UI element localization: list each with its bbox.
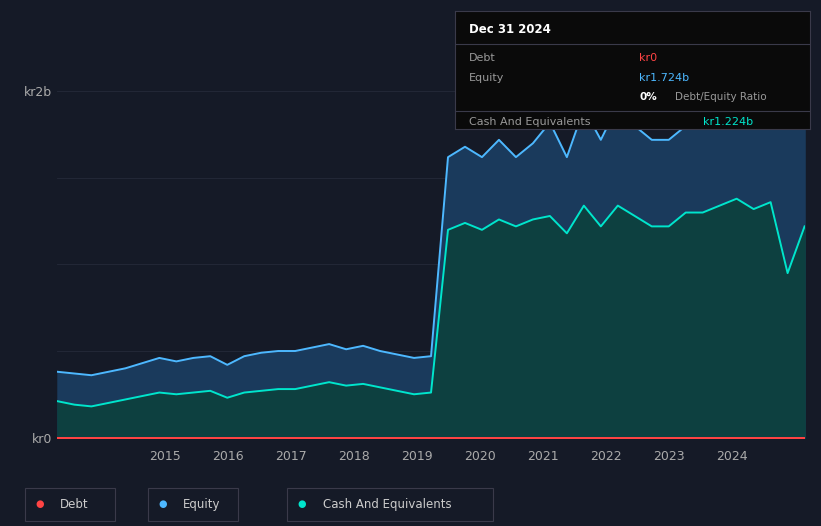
Text: Equity: Equity: [469, 73, 504, 83]
Text: Cash And Equivalents: Cash And Equivalents: [469, 117, 590, 127]
Text: Equity: Equity: [183, 498, 221, 511]
Text: Cash And Equivalents: Cash And Equivalents: [323, 498, 452, 511]
Text: Dec 31 2024: Dec 31 2024: [469, 23, 551, 36]
Text: ●: ●: [35, 499, 44, 510]
Text: kr1.224b: kr1.224b: [703, 117, 753, 127]
Text: kr1.724b: kr1.724b: [640, 73, 690, 83]
Text: kr0: kr0: [640, 53, 658, 63]
Text: Debt: Debt: [60, 498, 89, 511]
Text: Debt: Debt: [469, 53, 496, 63]
Text: ●: ●: [158, 499, 167, 510]
Text: ●: ●: [298, 499, 306, 510]
Text: 0%: 0%: [640, 92, 657, 102]
Text: Debt/Equity Ratio: Debt/Equity Ratio: [675, 92, 766, 102]
